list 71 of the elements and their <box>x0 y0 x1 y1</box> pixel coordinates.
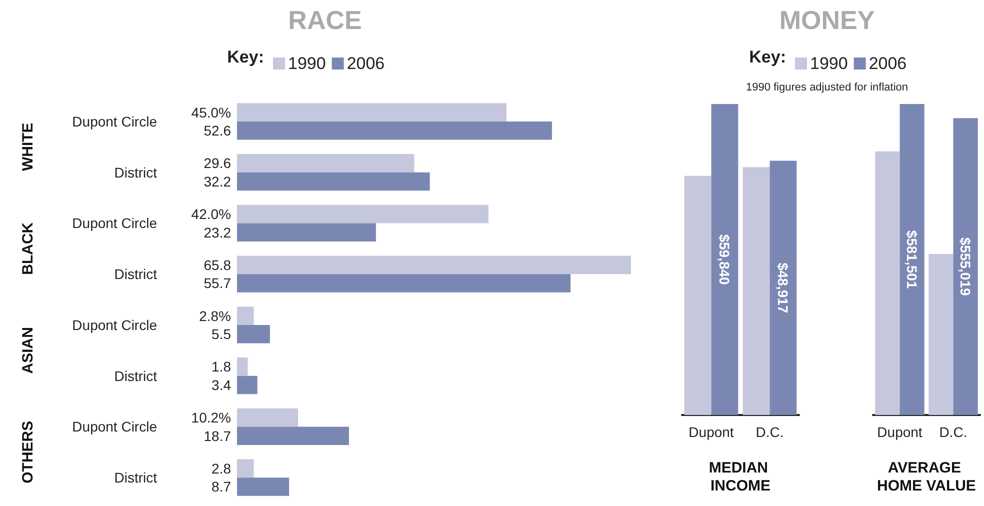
data-label: 29.6 <box>204 155 232 172</box>
y-tick-label: District <box>114 266 158 282</box>
y-tick-label: District <box>114 368 158 384</box>
bar <box>237 204 488 224</box>
data-label: 5.5 <box>212 326 232 342</box>
text: WHITE <box>20 122 36 172</box>
text: BLACK <box>20 222 36 275</box>
bar <box>684 176 712 415</box>
bar <box>237 459 254 478</box>
y-tick-label: Dupont Circle <box>72 215 158 232</box>
data-label: $555,019 <box>958 237 974 296</box>
legend-title: Key: <box>227 48 264 66</box>
bar <box>237 426 349 446</box>
bar <box>237 154 414 172</box>
x-tick-label: Dupont <box>877 424 922 440</box>
y-tick-label: Dupont Circle <box>72 418 158 435</box>
data-label: 52.6 <box>204 122 232 139</box>
bar <box>237 306 254 325</box>
text: OTHERS <box>20 420 36 484</box>
chart-title: RACE <box>288 5 362 35</box>
data-label: 2.8% <box>199 308 231 324</box>
bar <box>953 118 978 415</box>
bar <box>742 167 770 415</box>
text: ASIAN <box>20 327 36 374</box>
bar <box>928 254 954 415</box>
legend-label: 2006 <box>346 54 385 73</box>
legend-label: 1990 <box>288 54 326 73</box>
x-tick-label: Dupont <box>688 424 734 440</box>
data-label: 18.7 <box>204 428 232 444</box>
bar <box>237 103 506 122</box>
data-label: 42.0% <box>191 206 231 222</box>
bar <box>875 151 900 415</box>
data-label: 65.8 <box>204 256 232 273</box>
bar <box>237 274 571 292</box>
bar <box>237 478 290 496</box>
y-tick-label: Dupont Circle <box>72 316 158 333</box>
data-label: $59,840 <box>716 234 733 286</box>
data-label: 10.2% <box>191 410 231 426</box>
data-label: 55.7 <box>204 275 232 292</box>
y-tick-label: District <box>114 164 158 180</box>
y-tick-label: District <box>114 470 158 486</box>
bar <box>237 408 298 427</box>
bar <box>770 160 797 415</box>
chart-subtitle: 1990 figures adjusted for inflation <box>746 82 908 94</box>
x-axis-title: AVERAGE HOME VALUE <box>877 460 976 494</box>
bar <box>237 121 552 140</box>
bar <box>237 172 430 191</box>
x-tick-label: D.C. <box>939 424 968 440</box>
legend-label: 2006 <box>868 54 907 73</box>
legend-title: Key: <box>749 48 786 66</box>
chart-title: MONEY <box>779 5 875 35</box>
bar <box>237 358 248 376</box>
data-label: 32.2 <box>204 173 232 190</box>
data-label: 8.7 <box>212 478 232 495</box>
bar <box>900 104 924 415</box>
legend-label: 1990 <box>810 54 848 73</box>
data-label: $581,501 <box>904 230 920 289</box>
bar <box>237 324 270 344</box>
data-label: $48,917 <box>775 262 792 314</box>
bar <box>237 223 376 242</box>
bar <box>237 376 258 394</box>
bar <box>237 256 631 274</box>
y-tick-label: Dupont Circle <box>72 113 158 130</box>
bar <box>711 104 738 415</box>
x-axis-title: MEDIAN INCOME <box>708 460 772 494</box>
data-label: 3.4 <box>212 376 232 393</box>
data-label: 23.2 <box>204 224 232 240</box>
data-label: 2.8 <box>212 460 232 476</box>
data-label: 45.0% <box>191 104 231 120</box>
x-tick-label: D.C. <box>756 424 784 440</box>
data-label: 1.8 <box>212 358 232 375</box>
